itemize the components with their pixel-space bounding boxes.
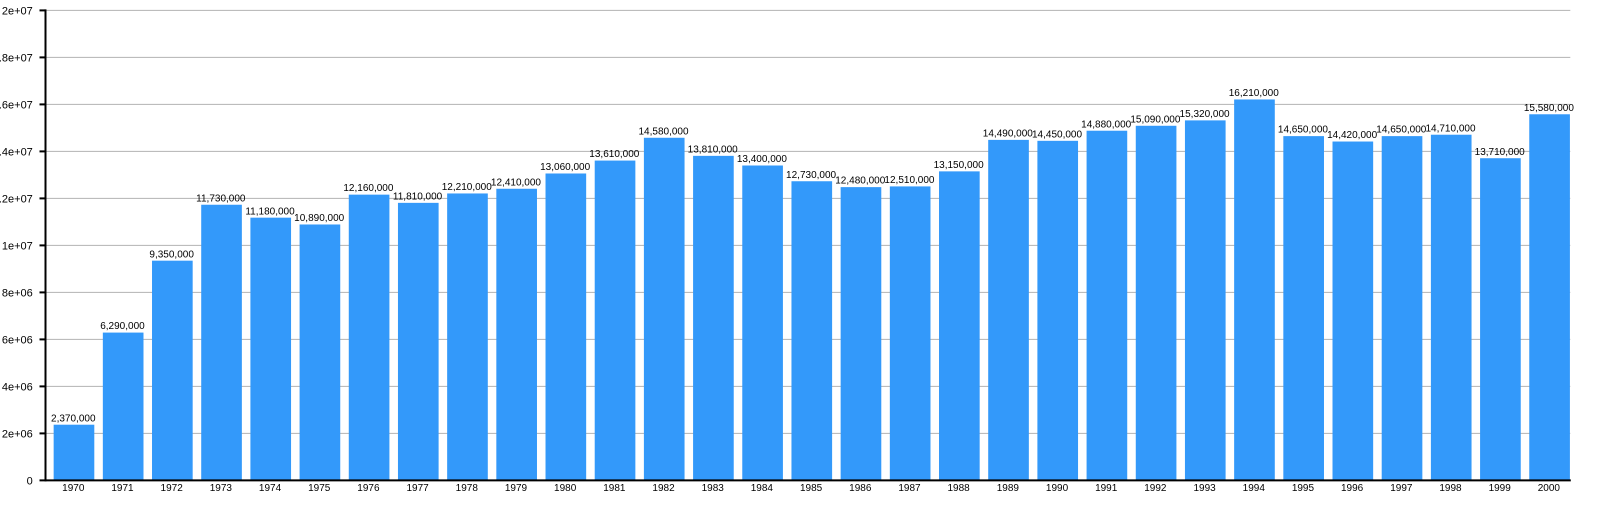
svg-text:1989: 1989 (997, 483, 1020, 494)
svg-text:14,490,000: 14,490,000 (983, 128, 1033, 139)
svg-text:11,180,000: 11,180,000 (245, 206, 295, 217)
svg-text:1994: 1994 (1243, 483, 1266, 494)
svg-text:1973: 1973 (210, 483, 233, 494)
svg-text:1995: 1995 (1292, 483, 1315, 494)
svg-text:1.2e+07: 1.2e+07 (0, 194, 33, 206)
svg-text:8e+06: 8e+06 (2, 288, 33, 300)
svg-text:1971: 1971 (111, 483, 134, 494)
svg-text:14,420,000: 14,420,000 (1327, 130, 1377, 141)
svg-text:2e+06: 2e+06 (2, 429, 33, 441)
svg-text:13,810,000: 13,810,000 (688, 144, 738, 155)
svg-text:2000: 2000 (1538, 483, 1561, 494)
svg-text:10,890,000: 10,890,000 (294, 213, 344, 224)
svg-text:0: 0 (27, 476, 33, 488)
svg-text:14,450,000: 14,450,000 (1032, 129, 1082, 140)
svg-text:1990: 1990 (1046, 483, 1069, 494)
svg-text:1980: 1980 (554, 483, 577, 494)
svg-text:1972: 1972 (161, 483, 184, 494)
svg-text:1992: 1992 (1144, 483, 1167, 494)
svg-text:11,810,000: 11,810,000 (393, 191, 443, 202)
svg-text:1e+07: 1e+07 (2, 241, 33, 253)
svg-text:1996: 1996 (1341, 483, 1364, 494)
svg-text:1986: 1986 (849, 483, 872, 494)
svg-text:1970: 1970 (62, 483, 85, 494)
svg-text:1991: 1991 (1095, 483, 1118, 494)
svg-text:1984: 1984 (751, 483, 774, 494)
svg-text:14,880,000: 14,880,000 (1081, 119, 1131, 130)
svg-text:13,150,000: 13,150,000 (934, 160, 984, 171)
svg-text:13,060,000: 13,060,000 (540, 162, 590, 173)
svg-text:12,480,000: 12,480,000 (835, 176, 885, 187)
svg-text:15,580,000: 15,580,000 (1524, 103, 1574, 114)
svg-text:1993: 1993 (1193, 483, 1216, 494)
svg-text:1.4e+07: 1.4e+07 (0, 147, 33, 159)
svg-text:1988: 1988 (948, 483, 971, 494)
svg-text:1987: 1987 (898, 483, 921, 494)
svg-text:1982: 1982 (652, 483, 675, 494)
svg-text:12,210,000: 12,210,000 (442, 182, 492, 193)
svg-text:11,730,000: 11,730,000 (196, 193, 246, 204)
svg-text:14,650,000: 14,650,000 (1278, 125, 1328, 136)
svg-text:14,650,000: 14,650,000 (1376, 125, 1426, 136)
svg-text:1983: 1983 (702, 483, 725, 494)
svg-text:2,370,000: 2,370,000 (51, 413, 96, 424)
svg-text:14,580,000: 14,580,000 (638, 126, 688, 137)
svg-text:14,710,000: 14,710,000 (1425, 123, 1475, 134)
svg-text:4e+06: 4e+06 (2, 382, 33, 394)
svg-text:12,410,000: 12,410,000 (491, 177, 541, 188)
svg-text:1999: 1999 (1489, 483, 1512, 494)
svg-text:6,290,000: 6,290,000 (100, 321, 145, 332)
svg-text:1.6e+07: 1.6e+07 (0, 100, 33, 112)
svg-text:1997: 1997 (1390, 483, 1413, 494)
svg-text:13,400,000: 13,400,000 (737, 154, 787, 165)
svg-text:1977: 1977 (406, 483, 429, 494)
svg-text:1985: 1985 (800, 483, 823, 494)
svg-text:12,160,000: 12,160,000 (343, 183, 393, 194)
svg-text:1.8e+07: 1.8e+07 (0, 53, 33, 65)
svg-text:13,610,000: 13,610,000 (589, 149, 639, 160)
svg-text:13,710,000: 13,710,000 (1475, 147, 1525, 158)
svg-text:1979: 1979 (505, 483, 528, 494)
svg-text:2e+07: 2e+07 (2, 6, 33, 18)
svg-text:9,350,000: 9,350,000 (149, 249, 194, 260)
svg-text:1974: 1974 (259, 483, 282, 494)
svg-text:15,320,000: 15,320,000 (1180, 109, 1230, 120)
svg-text:16,210,000: 16,210,000 (1229, 88, 1279, 99)
svg-text:1981: 1981 (603, 483, 626, 494)
svg-text:1978: 1978 (456, 483, 479, 494)
svg-text:12,510,000: 12,510,000 (884, 175, 934, 186)
svg-text:1976: 1976 (357, 483, 380, 494)
svg-text:12,730,000: 12,730,000 (786, 170, 836, 181)
svg-text:6e+06: 6e+06 (2, 335, 33, 347)
svg-text:15,090,000: 15,090,000 (1130, 114, 1180, 125)
svg-text:1975: 1975 (308, 483, 331, 494)
svg-text:1998: 1998 (1439, 483, 1462, 494)
